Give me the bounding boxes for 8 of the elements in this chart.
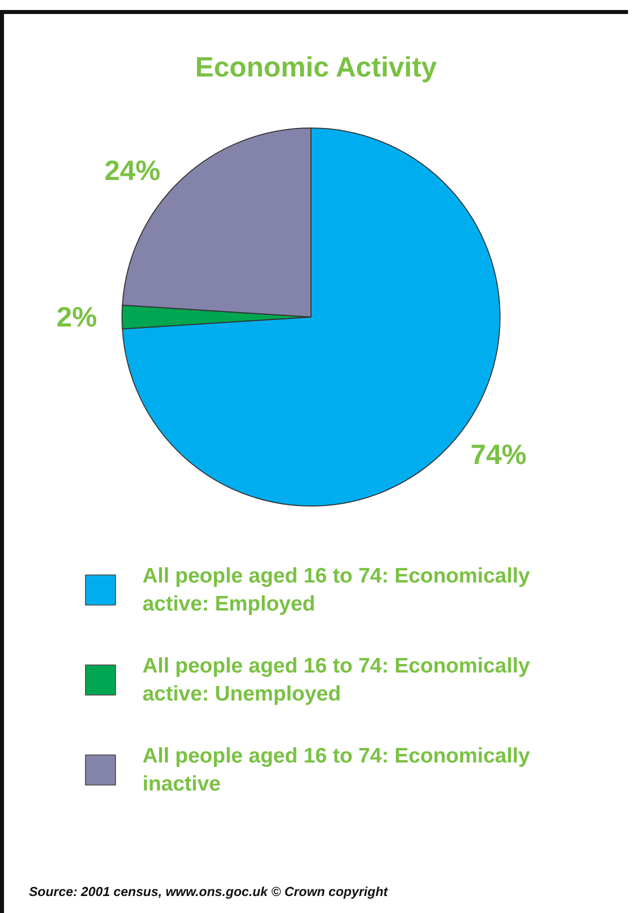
source-note: Source: 2001 census, www.ons.goc.uk © Crown copyright (29, 884, 388, 899)
chart-title: Economic Activity (195, 52, 438, 82)
data-label: 2% (56, 302, 98, 332)
data-label: 74% (470, 439, 527, 470)
data-label: 24% (104, 154, 161, 186)
legend-label: All people aged 16 to 74: Economically inactive (142, 744, 536, 796)
legend-label: All people aged 16 to 74: Economically active: Employed (142, 564, 536, 616)
legend-label: All people aged 16 to 74: Economically active: Unemployed (142, 654, 536, 706)
